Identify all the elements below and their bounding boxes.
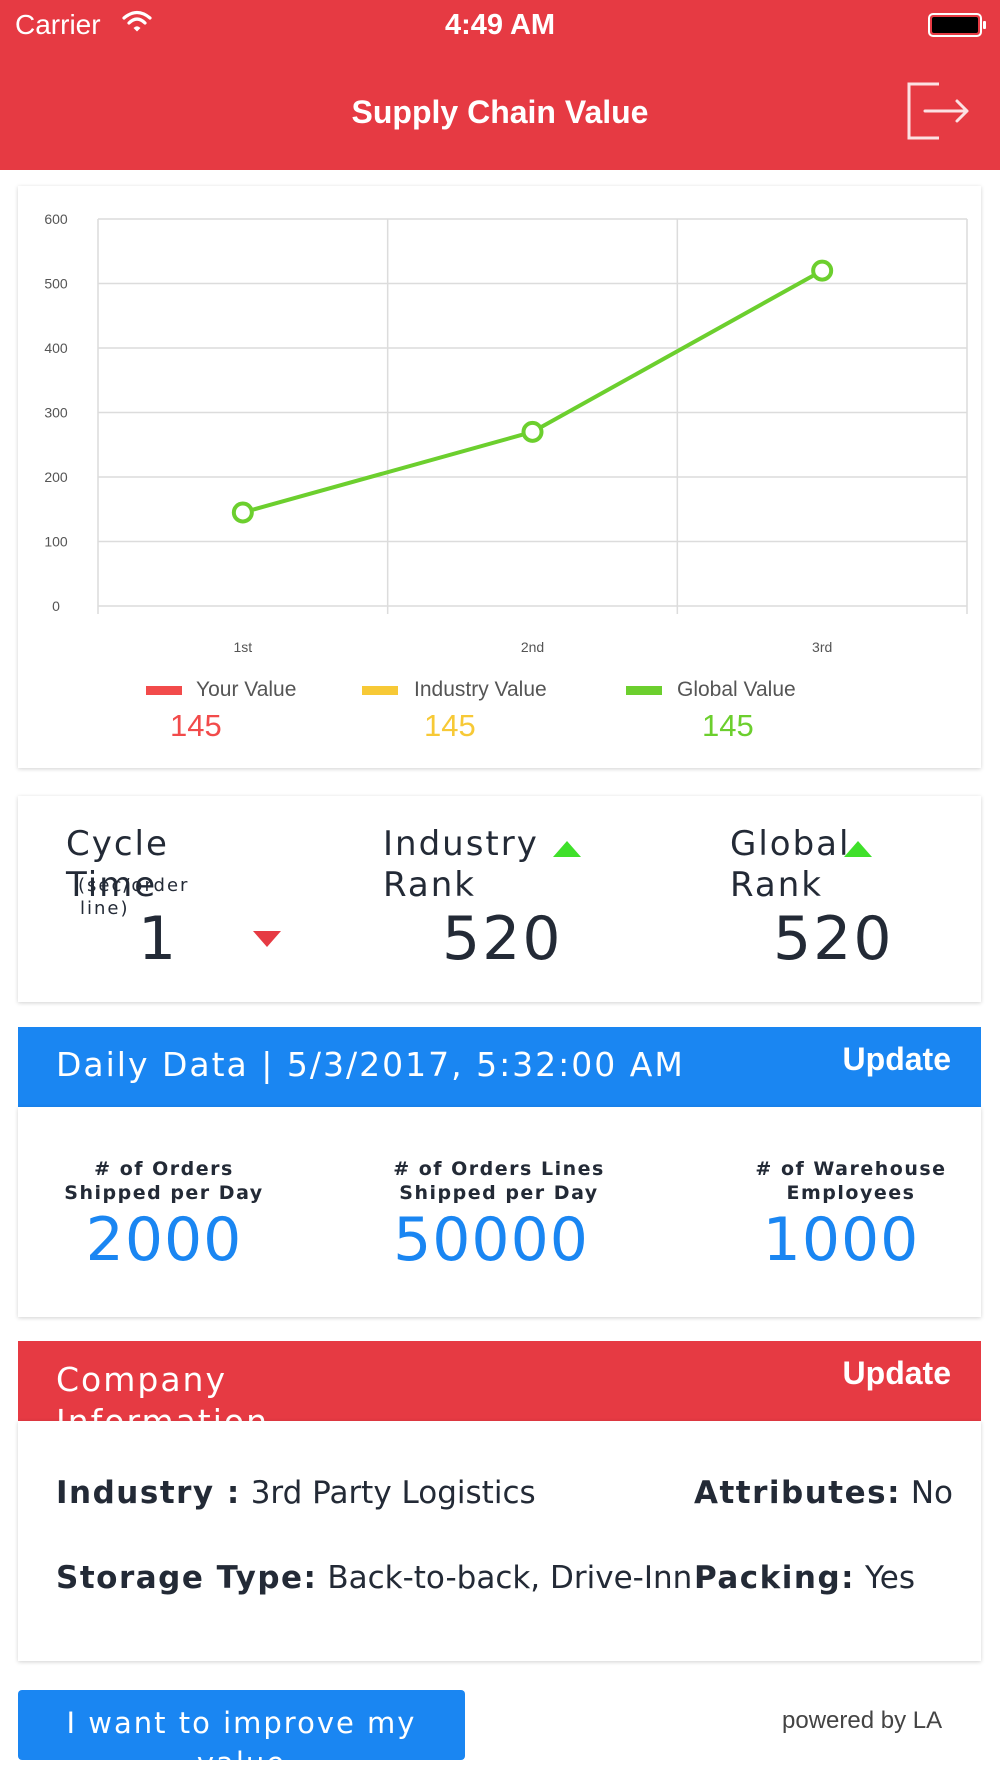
global-rank-label: Global Rank xyxy=(730,824,850,906)
wifi-icon xyxy=(122,10,152,32)
company-info-title: Company Information xyxy=(56,1359,269,1421)
warehouse-employees-label: # of Warehouse Employees xyxy=(721,1157,981,1205)
y-tick-label: 600 xyxy=(44,211,68,227)
industry-rank-label: Industry Rank xyxy=(383,824,539,906)
daily-update-button[interactable]: Update xyxy=(842,1041,951,1077)
status-bar: Carrier 4:49 AM xyxy=(0,0,1000,52)
order-lines-shipped-label: # of Orders Lines Shipped per Day xyxy=(369,1157,629,1205)
legend-label-your-value: Your Value xyxy=(196,678,297,701)
legend-label-global-value: Global Value xyxy=(677,678,796,701)
packing-key: Packing: xyxy=(694,1560,856,1596)
x-tick-label: 3rd xyxy=(812,639,832,655)
trend-down-icon xyxy=(253,931,281,947)
global-rank-value: 520 xyxy=(773,904,894,974)
data-point xyxy=(811,259,834,282)
legend-swatch-industry-value xyxy=(362,686,398,695)
industry-rank-label-line2: Rank xyxy=(383,865,476,905)
legend-value-industry-value: 145 xyxy=(424,708,476,743)
daily-data-title: Daily Data | 5/3/2017, 5:32:00 AM xyxy=(56,1045,685,1084)
global-rank-label-line2: Rank xyxy=(730,865,823,905)
industry-key: Industry : xyxy=(56,1475,241,1511)
y-tick-label: 0 xyxy=(52,598,60,614)
company-info-card: Industry : 3rd Party Logistics Attribute… xyxy=(18,1421,981,1661)
global-rank-label-line1: Global xyxy=(730,824,851,864)
orders-shipped-label-line2: Shipped per Day xyxy=(64,1182,264,1204)
industry-value: 3rd Party Logistics xyxy=(250,1475,536,1511)
line-chart: 0 100 200 300 400 500 600 1st 2nd 3rd xyxy=(44,211,968,655)
cycle-time-label: Cycle Time xyxy=(66,824,169,906)
cycle-time-unit-line2: line) xyxy=(80,898,130,919)
legend-value-your-value: 145 xyxy=(170,708,222,743)
page-title: Supply Chain Value xyxy=(351,94,649,130)
legend-label-industry-value: Industry Value xyxy=(414,678,547,701)
orders-shipped-value: 2000 xyxy=(85,1205,243,1275)
warehouse-employees-label-line1: # of Warehouse xyxy=(755,1158,947,1180)
industry-row: Industry : 3rd Party Logistics xyxy=(56,1475,536,1511)
attributes-key: Attributes: xyxy=(694,1475,901,1511)
powered-by-label: powered by LA xyxy=(782,1707,943,1734)
company-info-title-line1: Company xyxy=(56,1360,227,1399)
attributes-row: Attributes: No xyxy=(694,1475,953,1511)
storage-type-key: Storage Type: xyxy=(56,1560,318,1596)
status-time: 4:49 AM xyxy=(444,9,556,41)
daily-data-card: # of Orders Shipped per Day 2000 # of Or… xyxy=(18,1107,981,1317)
legend-swatch-global-value xyxy=(626,686,662,695)
cycle-time-unit-line1: (sec/order xyxy=(78,875,190,896)
orders-shipped-label: # of Orders Shipped per Day xyxy=(34,1157,294,1205)
data-point xyxy=(231,501,254,524)
daily-data-header: Daily Data | 5/3/2017, 5:32:00 AM Update xyxy=(18,1027,981,1107)
cycle-time-value: 1 xyxy=(138,904,179,974)
warehouse-employees-value: 1000 xyxy=(762,1205,920,1275)
x-tick-label: 1st xyxy=(233,639,252,655)
data-point xyxy=(521,420,544,443)
y-tick-label: 200 xyxy=(44,469,68,485)
industry-rank-value: 520 xyxy=(442,904,563,974)
logout-icon[interactable] xyxy=(905,82,971,140)
order-lines-shipped-label-line2: Shipped per Day xyxy=(399,1182,599,1204)
carrier-label: Carrier xyxy=(15,9,101,40)
attributes-value: No xyxy=(910,1475,954,1511)
packing-row: Packing: Yes xyxy=(694,1560,915,1596)
company-info-title-line2: Information xyxy=(56,1401,269,1421)
storage-type-row: Storage Type: Back-to-back, Drive-Inn xyxy=(56,1560,692,1596)
improve-value-button-line1: I want to improve my xyxy=(66,1706,417,1740)
battery-icon xyxy=(928,13,986,37)
legend-value-global-value: 145 xyxy=(702,708,754,743)
order-lines-shipped-label-line1: # of Orders Lines xyxy=(393,1158,605,1180)
cycle-time-label-line1: Cycle xyxy=(66,824,169,864)
legend-swatch-your-value xyxy=(146,686,182,695)
y-tick-label: 400 xyxy=(44,340,68,356)
chart-card: 0 100 200 300 400 500 600 1st 2nd 3rd Your Value … xyxy=(18,186,981,768)
company-info-header: Company Information Update xyxy=(18,1341,981,1421)
warehouse-employees-label-line2: Employees xyxy=(786,1182,916,1204)
x-tick-label: 2nd xyxy=(521,639,544,655)
packing-value: Yes xyxy=(864,1560,915,1596)
y-tick-label: 300 xyxy=(44,405,68,421)
industry-rank-label-line1: Industry xyxy=(383,824,539,864)
storage-type-value: Back-to-back, Drive-Inn xyxy=(327,1560,693,1596)
rank-card: Cycle Time (sec/order line) 1 Industry R… xyxy=(18,796,981,1002)
improve-value-button[interactable]: I want to improve my value xyxy=(18,1690,465,1760)
trend-up-icon xyxy=(844,841,872,857)
order-lines-shipped-value: 50000 xyxy=(393,1205,589,1275)
header-bar: Carrier 4:49 AM Supply Chain Value xyxy=(0,0,1000,170)
y-tick-label: 500 xyxy=(44,276,68,292)
series-line xyxy=(242,268,824,515)
company-update-button[interactable]: Update xyxy=(842,1355,951,1391)
trend-up-icon xyxy=(553,841,581,857)
cycle-time-label-line2: Time xyxy=(66,865,158,905)
cycle-time-unit: (sec/order line) xyxy=(78,874,189,920)
improve-value-button-line2: value xyxy=(18,1743,465,1760)
y-tick-label: 100 xyxy=(44,534,68,550)
orders-shipped-label-line1: # of Orders xyxy=(94,1158,234,1180)
